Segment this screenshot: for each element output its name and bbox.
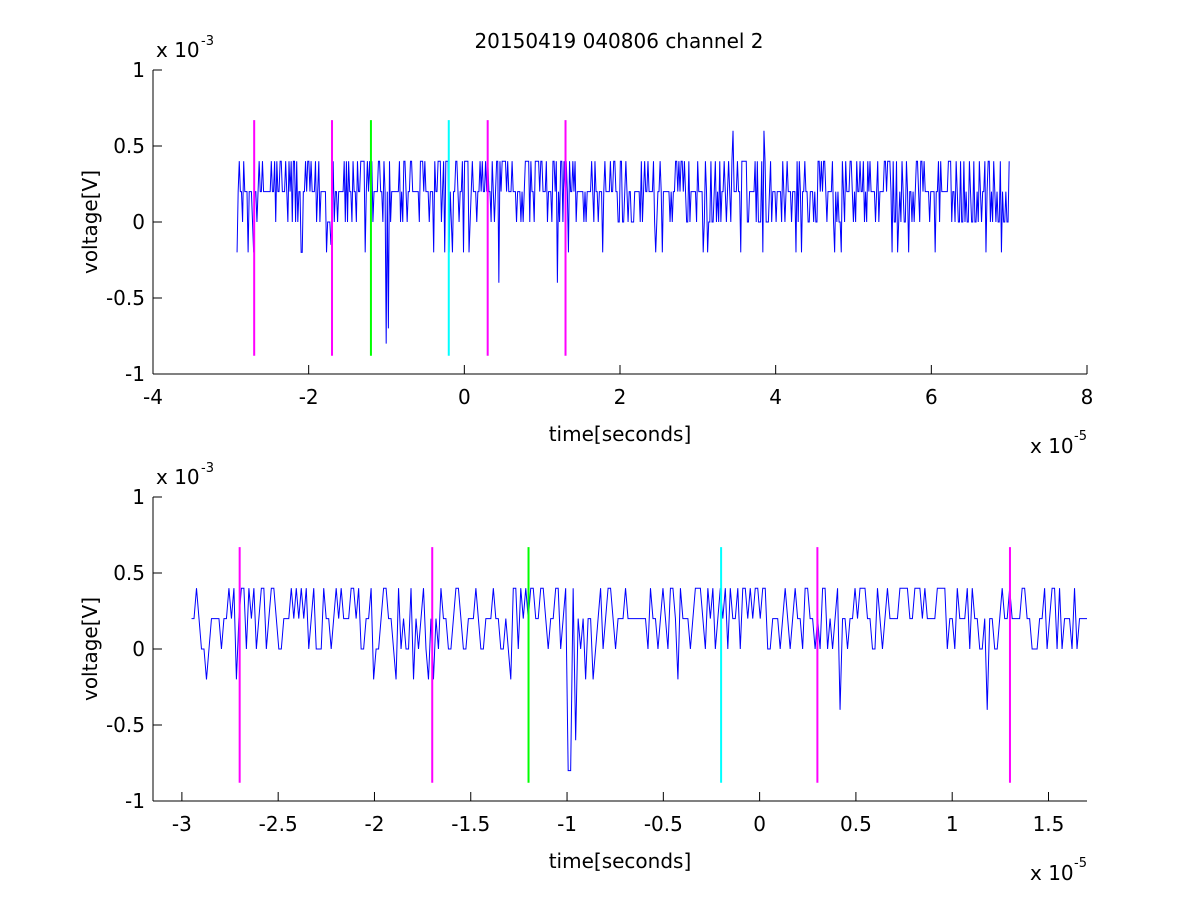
x-tick-label: -0.5 [644,812,683,836]
x-tick-label: -1 [557,812,577,836]
x-tick-label: -2 [364,812,384,836]
x-tick-label: -3 [172,812,192,836]
figure-title: 20150419 040806 channel 2 [474,29,763,53]
y-tick-label: -1 [125,362,145,386]
y-tick-label: 1 [132,58,145,82]
y-exponent-power: -3 [201,461,214,476]
lower-plot: -3 -2.5 -2 -1.5 -1 -0.5 0 0.5 1 1.5 -1 -0.5 0 0.5 1 tim… [78,461,1087,885]
y-tick-label: -0.5 [106,713,145,737]
x-tick-label: -1.5 [451,812,490,836]
y-tick-label: 0 [132,210,145,234]
y-axis-label: voltage[V] [78,597,102,701]
x-tick-label: 0 [753,812,766,836]
y-tick-label: 1 [132,485,145,509]
signal-line [236,130,1010,344]
x-tick-label: 8 [1081,385,1094,409]
x-tick-label: 4 [769,385,782,409]
x-tick-label: -2.5 [259,812,298,836]
upper-plot: -4 -2 0 2 4 6 8 -1 -0.5 0 0.5 1 time[seconds] voltage… [78,34,1093,458]
x-exponent-label: x 10 [1030,434,1074,458]
x-tick-label: -4 [143,385,163,409]
signal-line [191,587,1087,772]
y-exponent-power: -3 [201,34,214,49]
y-exponent-label: x 10 [156,38,200,62]
y-exponent-label: x 10 [156,465,200,489]
y-tick-label: -1 [125,789,145,813]
x-tick-label: 6 [925,385,938,409]
x-axis-label: time[seconds] [549,849,692,873]
x-tick-label: -2 [299,385,319,409]
x-tick-label: 0.5 [840,812,872,836]
x-exponent-power: -5 [1074,856,1087,871]
y-tick-label: 0 [132,637,145,661]
x-exponent-power: -5 [1074,429,1087,444]
x-axis-label: time[seconds] [549,422,692,446]
x-tick-label: 2 [614,385,627,409]
y-tick-label: -0.5 [106,286,145,310]
x-tick-label: 1 [946,812,959,836]
x-tick-label: 1.5 [1033,812,1065,836]
x-tick-label: 0 [458,385,471,409]
x-exponent-label: x 10 [1030,861,1074,885]
y-axis-label: voltage[V] [78,170,102,274]
y-tick-label: 0.5 [113,561,145,585]
y-tick-label: 0.5 [113,134,145,158]
